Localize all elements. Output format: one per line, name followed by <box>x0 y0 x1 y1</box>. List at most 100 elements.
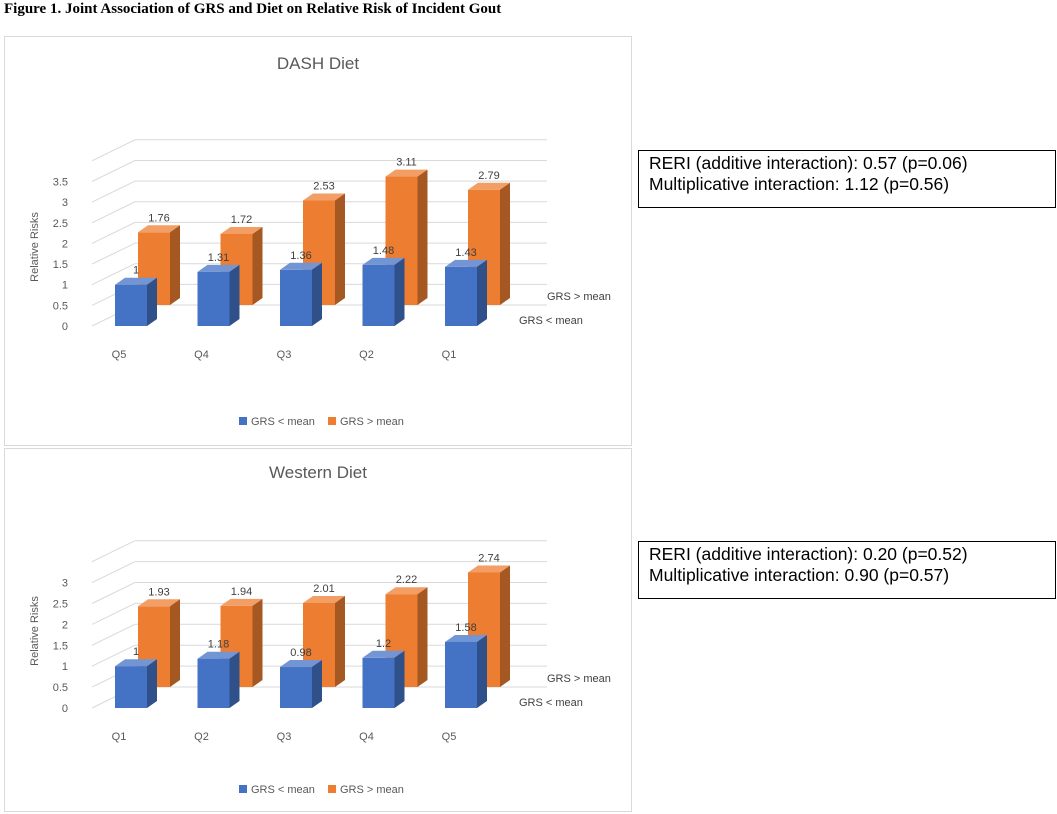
y-tick-label: 1.5 <box>53 640 68 652</box>
grs-high-data-label: 1.72 <box>231 214 252 226</box>
grs-low-bar <box>362 650 405 708</box>
grs-low-bar-top <box>197 264 240 272</box>
legend-label-grs-low: GRS < mean <box>251 416 315 428</box>
y-tick-label: 2.5 <box>53 599 68 611</box>
grs-low-bar-top <box>115 277 157 285</box>
depth-axis-label: GRS < mean <box>519 697 583 709</box>
western-diet-chart: Western Diet 0 0.5 1 1.5 2 2.5 3 Relative Risks 1… <box>29 463 611 796</box>
grs-low-bar <box>197 651 240 708</box>
figure-title: Figure 1. Joint Association of GRS and D… <box>4 1 502 17</box>
y-tick-label: 2 <box>62 619 68 631</box>
grs-high-bar-top <box>303 193 345 201</box>
grs-low-bar-front <box>115 666 147 708</box>
dash-interaction-note: RERI (additive interaction): 0.57 (p=0.0… <box>638 150 1056 208</box>
dash-reri-text: RERI (additive interaction): 0.57 (p=0.0… <box>649 153 968 173</box>
x-tick-label: Q2 <box>194 731 209 743</box>
grs-high-data-label: 1.94 <box>231 586 252 598</box>
grs-low-bar-top <box>362 650 405 658</box>
dash-multiplicative-text: Multiplicative interaction: 1.12 (p=0.56… <box>649 174 950 194</box>
y-axis-label: Relative Risks <box>29 212 41 282</box>
grs-low-bar-top <box>445 259 487 267</box>
western-interaction-note: RERI (additive interaction): 0.20 (p=0.5… <box>638 541 1056 599</box>
grs-high-bar-top <box>468 182 510 190</box>
dash-diet-chart-panel: DASH Diet 0 0.5 1 1.5 2 2.5 3 3.5 Relative Risks 1… <box>4 36 632 446</box>
grs-low-bar-side <box>312 262 322 326</box>
grs-low-data-label: 1 <box>133 265 139 277</box>
y-tick-label: 0 <box>62 321 68 333</box>
x-tick-label: Q3 <box>277 731 292 743</box>
depth-axis-label: GRS < mean <box>519 315 583 327</box>
grs-low-bar-top <box>115 659 157 667</box>
grs-high-data-label: 2.01 <box>313 583 334 595</box>
x-tick-label: Q4 <box>194 349 209 361</box>
grs-low-data-label: 1.43 <box>455 247 476 259</box>
grs-high-data-label: 1.93 <box>148 586 169 598</box>
x-tick-label: Q5 <box>112 349 127 361</box>
grs-low-bar-front <box>445 641 477 708</box>
grs-high-bar-side <box>417 587 428 687</box>
grs-low-bar-top <box>197 651 240 659</box>
grs-high-bar-top <box>220 227 263 234</box>
x-tick-label: Q3 <box>277 349 292 361</box>
gridline <box>91 139 547 162</box>
grs-low-bar-front <box>197 658 230 708</box>
x-tick-label: Q2 <box>359 349 374 361</box>
grs-low-bar <box>362 257 405 326</box>
grs-low-data-label: 1.2 <box>376 638 391 650</box>
grs-low-data-label: 0.98 <box>290 647 311 659</box>
grs-low-bar-top <box>280 660 322 667</box>
grs-high-data-label: 2.79 <box>478 170 499 182</box>
gridline <box>91 540 547 563</box>
grs-low-bar-side <box>229 264 240 326</box>
grs-high-bar-side <box>417 169 428 305</box>
x-tick-label: Q4 <box>359 731 374 743</box>
grs-high-data-label: 2.53 <box>313 181 334 193</box>
legend-swatch-grs-high <box>328 417 336 425</box>
grs-low-bar <box>280 262 322 326</box>
y-tick-label: 3.5 <box>53 176 68 188</box>
grs-low-data-label: 1.36 <box>290 250 311 262</box>
grs-high-bar-top <box>385 587 428 595</box>
legend-swatch-grs-low <box>239 785 247 793</box>
x-tick-label: Q1 <box>112 731 127 743</box>
western-reri-text: RERI (additive interaction): 0.20 (p=0.5… <box>649 544 968 564</box>
grs-low-data-label: 1.18 <box>208 639 229 651</box>
y-tick-label: 1 <box>62 280 68 292</box>
grs-high-bar-top <box>138 225 180 233</box>
grs-low-bar <box>280 660 322 708</box>
grs-low-bar <box>445 635 487 708</box>
grs-high-data-label: 3.11 <box>396 157 417 169</box>
grs-low-bar-top <box>280 262 322 270</box>
grs-low-bar <box>197 264 240 326</box>
grs-high-bar-top <box>385 169 428 177</box>
grs-low-bar-side <box>477 259 487 326</box>
grs-low-bar-top <box>362 257 405 265</box>
grs-low-bar-front <box>362 657 395 708</box>
legend-label-grs-high: GRS > mean <box>340 416 404 428</box>
grs-low-bar-side <box>147 277 157 326</box>
grs-high-data-label: 2.22 <box>396 574 417 586</box>
grs-high-data-label: 1.76 <box>148 212 169 224</box>
grs-high-bar-side <box>335 596 345 687</box>
grs-low-data-label: 1.58 <box>455 622 476 634</box>
chart-title: Western Diet <box>269 463 367 482</box>
y-tick-label: 0 <box>62 703 68 715</box>
grs-high-bar-top <box>303 596 345 603</box>
grs-low-bar-front <box>445 266 477 326</box>
legend-swatch-grs-high <box>328 785 336 793</box>
legend-label-grs-low: GRS < mean <box>251 784 315 796</box>
grs-high-bar-side <box>335 193 345 305</box>
y-axis-label: Relative Risks <box>29 596 41 666</box>
y-tick-label: 1 <box>62 661 68 673</box>
grs-low-bar-side <box>312 660 322 708</box>
grs-low-bar-front <box>362 264 395 326</box>
legend: GRS < mean GRS > mean <box>239 416 404 428</box>
grs-low-data-label: 1.48 <box>373 245 394 257</box>
grs-low-data-label: 1 <box>133 646 139 658</box>
legend-label-grs-high: GRS > mean <box>340 784 404 796</box>
y-tick-label: 3 <box>62 578 68 590</box>
legend-swatch-grs-low <box>239 417 247 425</box>
x-tick-label: Q5 <box>442 731 457 743</box>
y-tick-label: 2 <box>62 238 68 250</box>
